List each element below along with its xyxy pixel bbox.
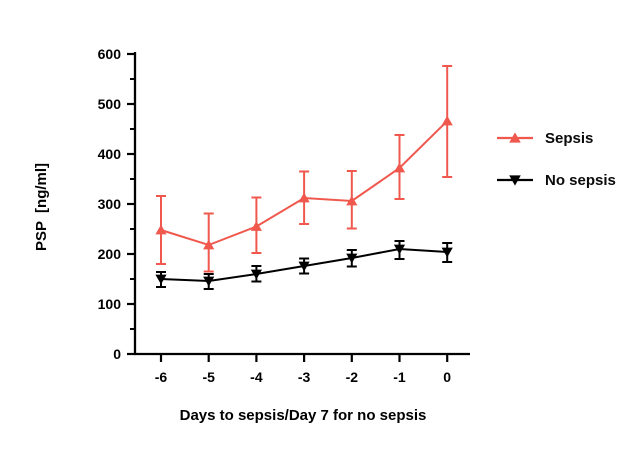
no-sepsis-triangle-down-icon [497, 175, 533, 186]
legend-item-sepsis: Sepsis [496, 127, 616, 149]
svg-text:0: 0 [113, 346, 121, 362]
svg-text:200: 200 [98, 246, 122, 262]
svg-text:300: 300 [98, 196, 122, 212]
y-axis-label: PSP [ng/ml] [33, 162, 50, 252]
svg-text:-1: -1 [393, 369, 406, 385]
svg-text:0: 0 [443, 369, 451, 385]
legend-item-no-sepsis: No sepsis [496, 169, 616, 191]
svg-text:-6: -6 [155, 369, 168, 385]
svg-text:600: 600 [98, 46, 122, 62]
sepsis-triangle-up-icon [497, 132, 533, 143]
x-axis-label: Days to sepsis/Day 7 for no sepsis [179, 407, 427, 424]
legend-label-sepsis: Sepsis [545, 129, 594, 147]
svg-text:500: 500 [98, 96, 122, 112]
legend-label-no-sepsis: No sepsis [545, 171, 616, 189]
svg-text:-3: -3 [298, 369, 311, 385]
svg-text:-5: -5 [202, 369, 215, 385]
svg-text:400: 400 [98, 146, 122, 162]
chart-legend: Sepsis No sepsis [496, 127, 616, 191]
svg-text:-4: -4 [250, 369, 263, 385]
svg-text:-2: -2 [346, 369, 359, 385]
svg-text:100: 100 [98, 296, 122, 312]
